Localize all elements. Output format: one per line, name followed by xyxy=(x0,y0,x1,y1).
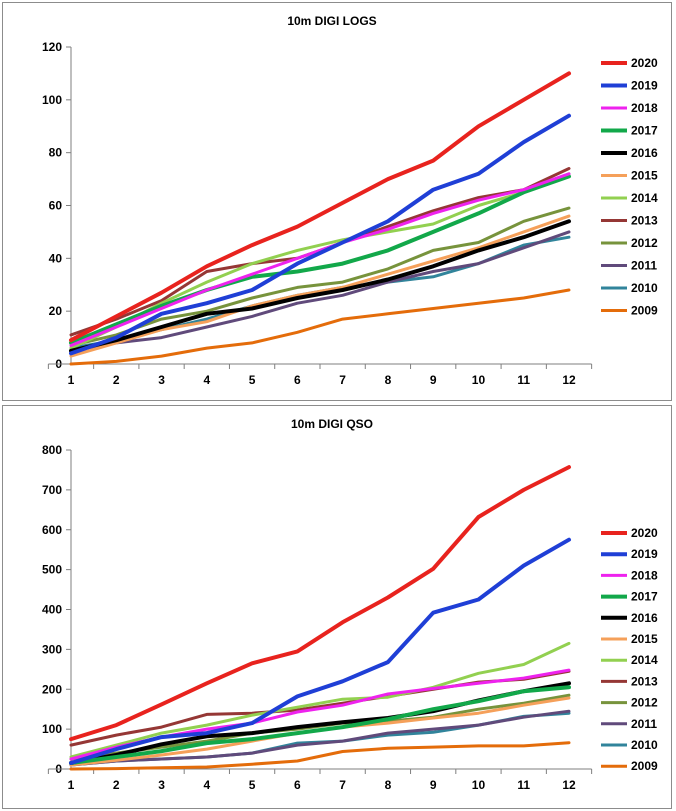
logs-x-tick-label: 10 xyxy=(472,373,486,387)
qso-series-line-2014 xyxy=(69,641,571,759)
qso-x-tick-label: 7 xyxy=(339,778,346,792)
logs-series-line-2017 xyxy=(69,174,571,345)
logs-x-tick-label: 5 xyxy=(249,373,256,387)
logs-legend-label-2017: 2017 xyxy=(631,124,658,138)
logs-legend-label-2018: 2018 xyxy=(631,101,658,115)
qso-y-tick-label: 100 xyxy=(42,722,62,736)
qso-legend-label-2011: 2011 xyxy=(631,717,657,731)
logs-series-line-2011 xyxy=(69,230,571,353)
qso-x-tick-label: 3 xyxy=(158,778,165,792)
qso-x-tick-label: 2 xyxy=(113,778,120,792)
logs-legend-label-2010: 2010 xyxy=(631,281,658,295)
logs-series-line-2020 xyxy=(69,71,571,343)
logs-series-line-2019 xyxy=(69,113,571,356)
qso-y-tick-label: 500 xyxy=(42,563,62,577)
qso-series-line-2017 xyxy=(69,685,571,765)
logs-series-line-2009 xyxy=(69,288,571,366)
logs-y-tick-label: 40 xyxy=(49,251,63,265)
logs-x-tick-label: 9 xyxy=(430,373,437,387)
logs-x-tick-label: 6 xyxy=(294,373,301,387)
qso-legend-label-2019: 2019 xyxy=(631,547,658,561)
logs-y-tick-label: 80 xyxy=(49,146,63,160)
qso-y-tick-label: 200 xyxy=(42,682,62,696)
qso-chart-title: 10m DIGI QSO xyxy=(291,417,373,431)
qso-y-tick-label: 400 xyxy=(42,603,62,617)
qso-y-tick-label: 700 xyxy=(42,483,62,497)
logs-x-tick-label: 1 xyxy=(68,373,75,387)
qso-y-tick-label: 600 xyxy=(42,523,62,537)
logs-legend-label-2014: 2014 xyxy=(631,191,658,205)
qso-x-tick-label: 9 xyxy=(430,778,437,792)
qso-legend-label-2013: 2013 xyxy=(631,674,658,688)
logs-y-tick-label: 120 xyxy=(42,40,62,54)
qso-x-tick-label: 10 xyxy=(472,778,486,792)
logs-chart-panel: 10m DIGI LOGS 0 20 40 60 80 100 120 1 2 3 4 5 6 7 8 9 10 1… xyxy=(2,2,672,401)
logs-y-tick-label: 60 xyxy=(49,199,63,213)
qso-legend-label-2015: 2015 xyxy=(631,632,658,646)
qso-legend-label-2009: 2009 xyxy=(631,759,658,773)
logs-x-tick-label: 11 xyxy=(517,373,530,387)
qso-series-line-2009 xyxy=(69,741,571,771)
qso-x-tick-label: 12 xyxy=(562,778,576,792)
qso-chart-panel: 10m DIGI QSO 0 100 200 300 400 500 600 700 800 1 2 3… xyxy=(2,405,672,809)
logs-y-tick-label: 100 xyxy=(42,93,62,107)
logs-legend-label-2019: 2019 xyxy=(631,79,658,93)
qso-x-tick-label: 11 xyxy=(517,778,530,792)
logs-legend-label-2012: 2012 xyxy=(631,236,658,250)
logs-x-tick-label: 2 xyxy=(113,373,120,387)
logs-x-tick-label: 8 xyxy=(385,373,392,387)
logs-x-tick-label: 3 xyxy=(158,373,165,387)
logs-legend-label-2013: 2013 xyxy=(631,214,658,228)
qso-legend-label-2010: 2010 xyxy=(631,738,658,752)
qso-x-tick-label: 6 xyxy=(294,778,301,792)
logs-series-line-2012 xyxy=(69,206,571,347)
logs-legend-label-2015: 2015 xyxy=(631,169,658,183)
logs-legend-label-2016: 2016 xyxy=(631,146,658,160)
qso-legend-label-2020: 2020 xyxy=(631,526,658,540)
logs-x-tick-label: 12 xyxy=(562,373,576,387)
logs-x-tick-label: 4 xyxy=(203,373,210,387)
logs-y-tick-label: 20 xyxy=(49,304,63,318)
qso-y-tick-label: 300 xyxy=(42,642,62,656)
qso-legend-label-2012: 2012 xyxy=(631,696,658,710)
logs-legend-label-2009: 2009 xyxy=(631,304,658,318)
qso-legend-label-2016: 2016 xyxy=(631,611,658,625)
qso-y-tick-label: 800 xyxy=(42,443,62,457)
logs-series-line-2018 xyxy=(69,172,571,347)
logs-x-tick-label: 7 xyxy=(339,373,346,387)
logs-series-line-2015 xyxy=(69,214,571,358)
logs-legend-label-2011: 2011 xyxy=(631,259,657,273)
logs-chart-title: 10m DIGI LOGS xyxy=(287,14,376,28)
qso-legend-label-2014: 2014 xyxy=(631,653,658,667)
qso-x-tick-label: 4 xyxy=(203,778,210,792)
qso-series-line-2019 xyxy=(69,537,571,765)
logs-legend-label-2020: 2020 xyxy=(631,56,658,70)
qso-legend-label-2018: 2018 xyxy=(631,568,658,582)
qso-x-tick-label: 5 xyxy=(249,778,256,792)
qso-x-tick-label: 1 xyxy=(68,778,75,792)
qso-legend-label-2017: 2017 xyxy=(631,590,658,604)
logs-series-line-2016 xyxy=(69,219,571,353)
qso-series-line-2011 xyxy=(69,709,571,767)
qso-series-line-2020 xyxy=(69,465,571,742)
qso-x-tick-label: 8 xyxy=(385,778,392,792)
